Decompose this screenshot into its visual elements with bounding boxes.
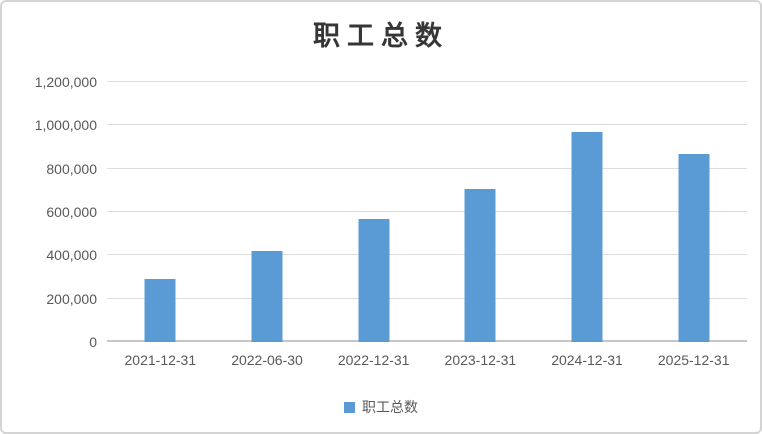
y-tick-label: 0 [89, 334, 97, 350]
y-tick-label: 1,200,000 [34, 74, 97, 90]
x-axis-labels: 2021-12-31 2022-06-30 2022-12-31 2023-12-31… [107, 352, 747, 368]
x-tick-label: 2021-12-31 [124, 352, 197, 368]
gridline [107, 297, 747, 299]
legend-label: 职工总数 [362, 399, 418, 415]
gridline [107, 167, 747, 169]
y-axis-labels: 0 200,000 400,000 600,000 800,000 1,000,000 1,… [2, 74, 97, 350]
bar-2025-12-31 [678, 153, 710, 342]
x-tick-label: 2022-06-30 [231, 352, 303, 368]
plot-area [107, 81, 747, 342]
x-tick-label: 2023-12-31 [444, 352, 517, 368]
gridline [107, 81, 747, 82]
legend-marker-icon [344, 401, 355, 413]
bar-2023-12-31 [464, 189, 496, 342]
gridline [107, 124, 747, 126]
bar-2022-12-31 [358, 218, 390, 342]
x-axis-line [107, 340, 747, 342]
y-tick-label: 800,000 [46, 160, 97, 177]
bar-2024-12-31 [571, 131, 603, 342]
gridline [107, 254, 747, 256]
x-tick-label: 2025-12-31 [657, 352, 730, 368]
bar-2022-06-30 [251, 251, 283, 342]
legend: 职工总数 [2, 397, 760, 417]
y-tick-label: 600,000 [46, 204, 97, 220]
x-tick-label: 2024-12-31 [551, 352, 623, 368]
y-tick-label: 1,000,000 [34, 117, 97, 134]
y-tick-label: 200,000 [46, 290, 97, 307]
gridline [107, 211, 747, 212]
chart-title: 职工总数 [313, 21, 449, 51]
bar-2021-12-31 [144, 279, 176, 342]
x-tick-label: 2022-12-31 [337, 352, 410, 368]
y-tick-label: 400,000 [46, 247, 97, 264]
